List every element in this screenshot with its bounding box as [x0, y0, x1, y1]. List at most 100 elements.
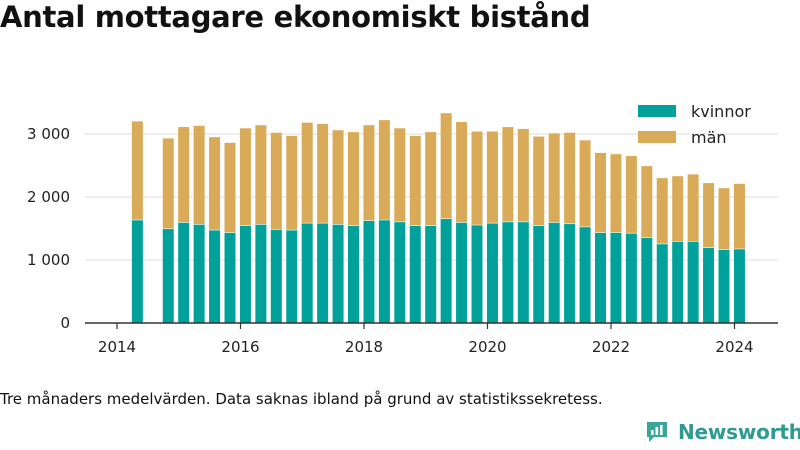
bar-kvinnor [178, 222, 190, 323]
x-tick-label: 2020 [468, 338, 506, 356]
y-tick-label: 3 000 [27, 125, 70, 143]
bar-kvinnor [456, 222, 468, 323]
bar-man [255, 125, 267, 225]
x-tick-label: 2022 [592, 338, 630, 356]
bar-kvinnor [409, 225, 421, 323]
bar-man [610, 154, 622, 233]
bar-man [270, 132, 282, 230]
x-tick-label: 2024 [715, 338, 753, 356]
bar-kvinnor [317, 222, 329, 323]
newsworthy-logo-icon [647, 422, 667, 442]
bar-man [656, 178, 668, 244]
bar-kvinnor [641, 237, 653, 323]
legend-swatch-man [638, 131, 676, 143]
x-tick-label: 2014 [98, 338, 136, 356]
bar-kvinnor [548, 222, 560, 323]
chart-title: Antal mottagare ekonomiskt bistånd [0, 0, 591, 34]
bar-man [317, 123, 329, 223]
x-tick-label: 2018 [345, 338, 383, 356]
axis-layer: 0 1 000 2 000 3 000 2014 2016 2018 2020 2022 2024 [27, 125, 778, 356]
bar-man [579, 140, 591, 227]
brand-name: Newsworthy [678, 420, 800, 444]
legend-item-man: män [638, 124, 751, 150]
bar-man [224, 142, 236, 233]
bar-man [209, 137, 221, 230]
bar-kvinnor [610, 232, 622, 323]
x-tick-label: 2016 [221, 338, 259, 356]
bar-kvinnor [255, 224, 267, 323]
bar-kvinnor [502, 221, 514, 323]
footnote: Tre månaders medelvärden. Data saknas ib… [0, 390, 603, 408]
bar-man [378, 120, 390, 220]
bar-kvinnor [209, 229, 221, 323]
bar-kvinnor [363, 220, 375, 323]
bar-man [733, 183, 745, 249]
bar-man [548, 133, 560, 223]
bar-kvinnor [486, 222, 498, 323]
bar-kvinnor [378, 219, 390, 323]
legend-item-kvinnor: kvinnor [638, 98, 751, 124]
bar-man [641, 166, 653, 238]
bar-kvinnor [348, 225, 359, 323]
bar-man [363, 125, 375, 221]
bar-kvinnor [533, 225, 545, 323]
bar-kvinnor [394, 221, 406, 323]
bar-kvinnor [687, 241, 699, 323]
bar-kvinnor [332, 224, 344, 323]
bar-kvinnor [672, 241, 684, 323]
bar-kvinnor [718, 249, 730, 323]
bar-man [502, 127, 514, 222]
bar-man [625, 156, 637, 233]
bar-kvinnor [517, 221, 529, 323]
bar-man [131, 121, 143, 220]
bar-man [564, 132, 576, 224]
legend-label-man: män [691, 127, 727, 147]
bar-kvinnor [286, 229, 298, 323]
bar-kvinnor [625, 232, 637, 323]
y-tick-label: 2 000 [27, 188, 70, 206]
bar-man [703, 183, 715, 248]
bar-kvinnor [270, 229, 282, 323]
bar-man [239, 128, 251, 226]
bars-layer [131, 113, 745, 323]
y-tick-label: 1 000 [27, 251, 70, 269]
bar-kvinnor [703, 247, 715, 323]
brand[interactable]: Newsworthy [644, 419, 800, 445]
chart-plot: 0 1 000 2 000 3 000 2014 2016 2018 2020 2022 2024 [27, 113, 778, 356]
bar-kvinnor [440, 218, 452, 323]
bar-man [595, 152, 606, 233]
bar-man [718, 188, 730, 250]
bar-kvinnor [733, 248, 745, 323]
bar-kvinnor [193, 224, 205, 323]
bar-kvinnor [301, 222, 313, 323]
bar-kvinnor [239, 225, 251, 323]
bar-kvinnor [224, 232, 236, 323]
y-tick-label: 0 [60, 314, 70, 332]
bar-man [394, 128, 406, 222]
bar-kvinnor [579, 226, 591, 323]
bar-man [162, 138, 174, 229]
bar-kvinnor [471, 224, 483, 323]
bar-kvinnor [425, 225, 437, 323]
bar-man [348, 132, 359, 226]
bar-kvinnor [131, 219, 143, 323]
bar-man [286, 135, 298, 230]
bar-man [440, 113, 452, 219]
bar-man [332, 130, 344, 225]
bar-kvinnor [162, 228, 174, 323]
bar-man [193, 125, 205, 225]
bar-man [456, 122, 468, 223]
bar-man [471, 131, 483, 225]
bar-kvinnor [656, 243, 668, 323]
bar-man [672, 176, 684, 242]
bar-man [301, 122, 313, 223]
bar-man [687, 174, 699, 242]
bar-man [533, 136, 545, 226]
bar-kvinnor [595, 232, 606, 323]
bar-man [425, 132, 437, 226]
bar-man [178, 127, 190, 223]
legend-label-kvinnor: kvinnor [691, 101, 751, 121]
legend-swatch-kvinnor [638, 105, 676, 117]
legend: kvinnor män [638, 98, 751, 150]
bar-man [517, 128, 529, 222]
